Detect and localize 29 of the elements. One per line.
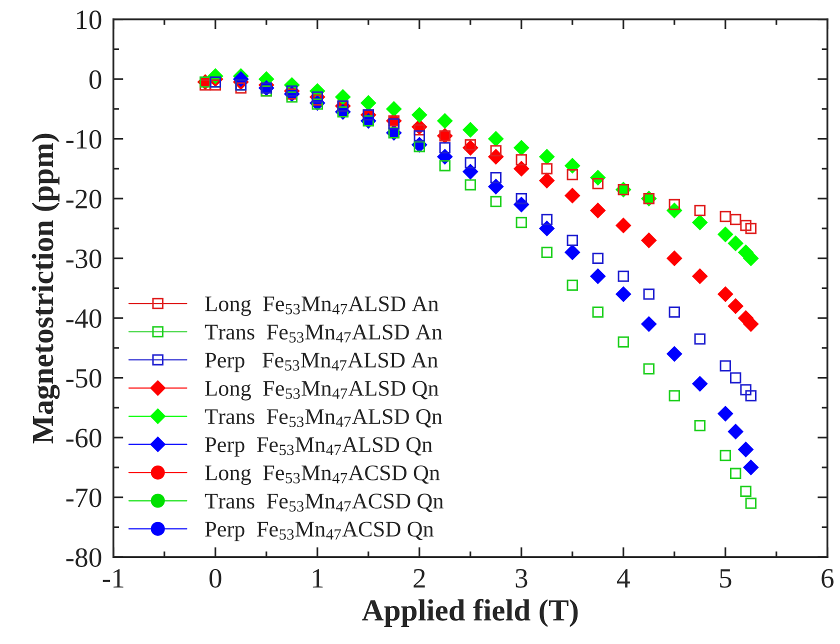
y-axis-title: Magnetostriction (ppm) <box>32 134 60 444</box>
legend-label: Long Fe$_{53}$Mn$_{47}$ALSD An <box>205 296 439 316</box>
y-tick-label: 0 <box>89 70 102 89</box>
legend-label: Long Fe$_{53}$Mn$_{47}$ALSD Qn <box>205 380 439 400</box>
y-tick-label: -50 <box>66 368 102 388</box>
y-tick-label: -70 <box>66 488 102 508</box>
legend-label: Trans Fe$_{53}$Mn$_{47}$ALSD An <box>204 324 442 343</box>
legend-label: Perp Fe$_{53}$Mn$_{47}$ALSD An <box>205 352 438 372</box>
legend-label: Perp Fe$_{53}$Mn$_{47}$ALSD Qn <box>205 437 432 457</box>
x-tick-label: 6 <box>822 569 834 588</box>
x-tick-label: 3 <box>516 569 528 588</box>
legend-label: Trans Fe$_{53}$Mn$_{47}$ACSD Qn <box>204 494 444 512</box>
x-tick-label: 4 <box>617 569 630 588</box>
legend-label: Long Fe$_{53}$Mn$_{47}$ACSD Qn <box>205 465 440 485</box>
y-tick-label: -20 <box>66 190 102 208</box>
legend-label: Perp Fe$_{53}$Mn$_{47}$ACSD Qn <box>205 522 434 542</box>
y-tick-label: -40 <box>66 309 102 328</box>
y-tick-label: 10 <box>76 10 102 30</box>
legend-label: Trans Fe$_{53}$Mn$_{47}$ALSD Qn <box>204 409 442 428</box>
y-tick-label: -80 <box>66 548 102 567</box>
x-tick-label: 5 <box>720 569 732 588</box>
x-tick-label: -1 <box>102 569 124 588</box>
x-tick-label: 2 <box>414 569 425 588</box>
y-tick-label: -60 <box>66 428 102 448</box>
x-tick-label: 0 <box>210 568 222 588</box>
y-tick-label: -30 <box>66 249 102 268</box>
x-tick-label: 1 <box>312 569 323 588</box>
x-axis-title: Applied field (T) <box>362 598 578 627</box>
y-tick-label: -10 <box>66 130 102 149</box>
